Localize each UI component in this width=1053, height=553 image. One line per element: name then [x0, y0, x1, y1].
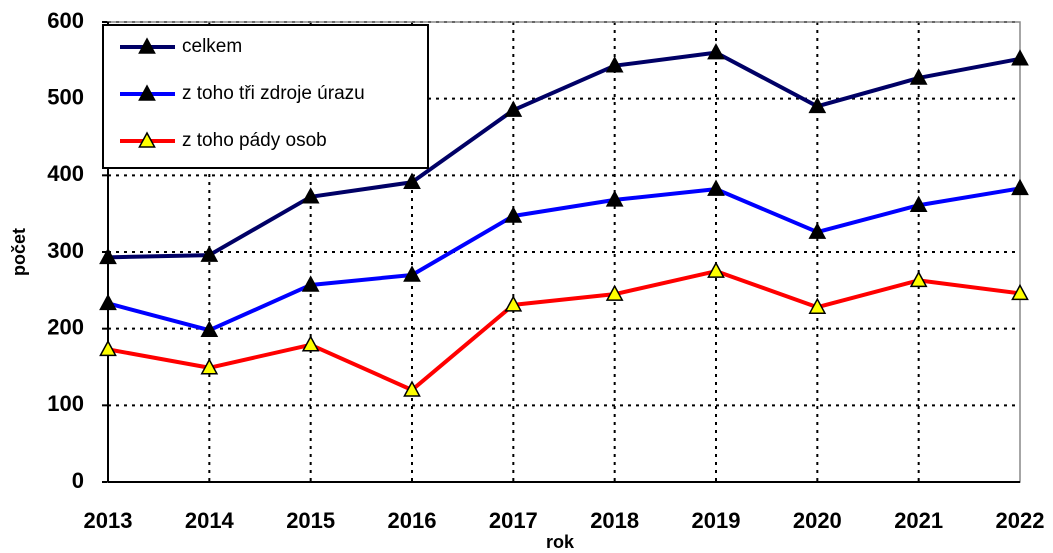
marker	[200, 320, 219, 337]
x-tick-label: 2016	[388, 508, 437, 533]
series-line	[107, 186, 1021, 333]
marker	[808, 297, 827, 314]
marker	[605, 56, 624, 73]
legend-marker	[138, 37, 156, 54]
marker	[504, 100, 523, 117]
marker	[99, 293, 117, 311]
marker	[99, 339, 117, 357]
y-tick-label: 200	[47, 314, 84, 339]
marker	[707, 179, 725, 196]
marker	[99, 247, 117, 265]
x-tick-label: 2015	[286, 508, 335, 533]
y-tick-label: 400	[47, 161, 84, 186]
x-tick-label: 2013	[84, 508, 133, 533]
legend-marker	[138, 84, 156, 101]
marker	[504, 206, 523, 223]
series-line	[107, 269, 1021, 392]
marker	[301, 187, 320, 204]
marker	[301, 335, 320, 352]
legend-marker	[138, 131, 156, 148]
marker	[707, 43, 725, 60]
x-tick-label: 2014	[185, 508, 235, 533]
marker	[301, 275, 320, 292]
legend-label: celkem	[182, 36, 242, 57]
marker	[605, 284, 624, 301]
marker	[707, 261, 725, 278]
marker	[1011, 178, 1029, 196]
marker	[200, 358, 219, 375]
marker	[1011, 283, 1029, 301]
x-tick-label: 2017	[489, 508, 538, 533]
y-tick-label: 500	[47, 84, 84, 109]
y-tick-label: 100	[47, 391, 84, 416]
legend-label: z toho pády osob	[182, 130, 327, 151]
marker	[808, 96, 827, 114]
legend-label: z toho tři zdroje úrazu	[182, 83, 365, 104]
x-tick-label: 2019	[692, 508, 741, 533]
marker	[909, 68, 928, 85]
x-tick-label: 2022	[996, 508, 1045, 533]
marker	[909, 195, 928, 212]
marker	[403, 380, 421, 397]
marker	[504, 295, 523, 312]
series-line	[107, 50, 1021, 260]
y-axis-label: počet	[9, 228, 29, 276]
y-tick-label: 0	[72, 468, 84, 493]
x-tick-label: 2018	[590, 508, 639, 533]
marker	[200, 245, 219, 262]
y-tick-label: 600	[47, 8, 84, 33]
marker	[605, 190, 624, 207]
marker	[808, 222, 827, 239]
marker	[909, 270, 928, 288]
x-tick-label: 2020	[793, 508, 842, 533]
x-tick-label: 2021	[894, 508, 943, 533]
y-tick-label: 300	[47, 238, 84, 263]
marker	[403, 265, 421, 282]
marker	[403, 172, 421, 189]
x-axis-label: rok	[546, 532, 575, 552]
marker	[1011, 49, 1029, 66]
